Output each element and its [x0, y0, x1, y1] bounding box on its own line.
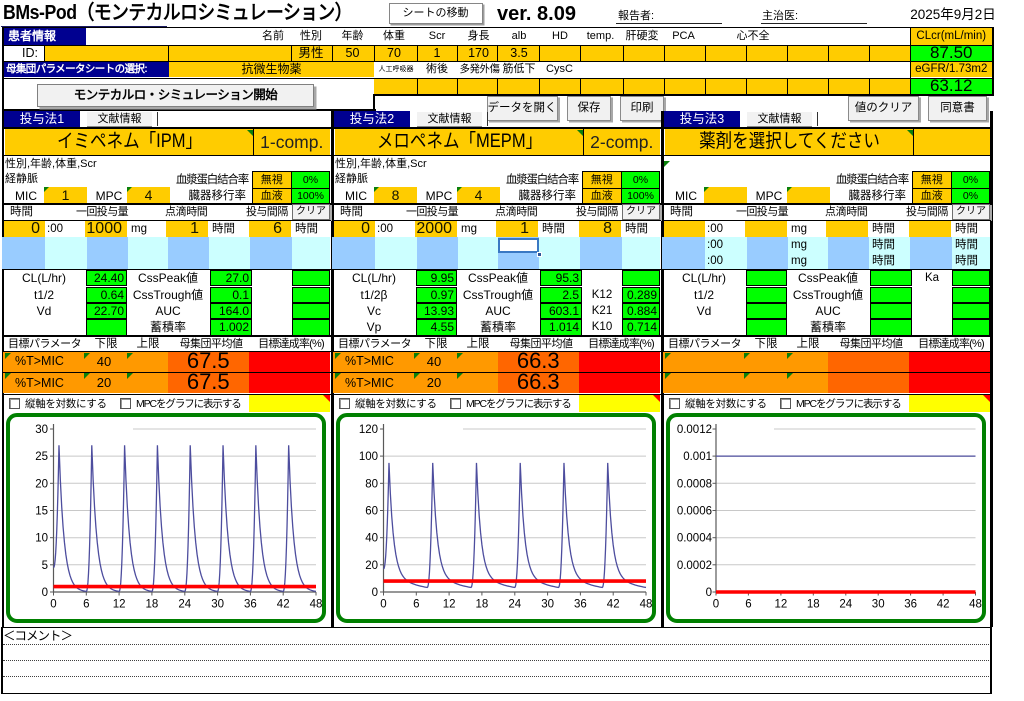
svg-text:10: 10 — [35, 533, 48, 545]
svg-text:6: 6 — [413, 599, 419, 611]
svg-text:0: 0 — [380, 599, 386, 611]
svg-text:40: 40 — [365, 533, 378, 545]
svg-text:0: 0 — [713, 599, 719, 611]
svg-text:0.0006: 0.0006 — [677, 506, 712, 518]
svg-text:100: 100 — [359, 451, 378, 463]
svg-text:0: 0 — [42, 587, 48, 599]
svg-text:36: 36 — [244, 599, 257, 611]
svg-text:42: 42 — [607, 599, 620, 611]
svg-text:0: 0 — [372, 587, 378, 599]
svg-text:15: 15 — [35, 506, 48, 518]
svg-text:48: 48 — [969, 599, 982, 611]
svg-text:18: 18 — [146, 599, 159, 611]
svg-text:18: 18 — [807, 599, 820, 611]
svg-text:0.0002: 0.0002 — [677, 560, 712, 572]
svg-text:36: 36 — [904, 599, 917, 611]
svg-text:20: 20 — [365, 560, 378, 572]
svg-text:0: 0 — [706, 587, 712, 599]
svg-text:6: 6 — [83, 599, 89, 611]
svg-text:12: 12 — [775, 599, 788, 611]
svg-text:48: 48 — [310, 599, 323, 611]
svg-text:12: 12 — [443, 599, 456, 611]
svg-text:30: 30 — [541, 599, 554, 611]
svg-text:42: 42 — [937, 599, 950, 611]
svg-text:0: 0 — [50, 599, 56, 611]
svg-text:25: 25 — [35, 451, 48, 463]
svg-text:120: 120 — [359, 424, 378, 436]
svg-text:24: 24 — [839, 599, 852, 611]
svg-text:18: 18 — [476, 599, 489, 611]
svg-text:42: 42 — [277, 599, 290, 611]
svg-text:0.0004: 0.0004 — [677, 533, 713, 545]
svg-text:12: 12 — [113, 599, 126, 611]
svg-text:6: 6 — [745, 599, 751, 611]
svg-text:0.001: 0.001 — [683, 451, 712, 463]
svg-text:0.0012: 0.0012 — [677, 424, 712, 436]
svg-text:5: 5 — [42, 560, 48, 572]
svg-text:48: 48 — [640, 599, 653, 611]
svg-text:0.0008: 0.0008 — [677, 478, 712, 490]
svg-text:60: 60 — [365, 506, 378, 518]
svg-text:36: 36 — [574, 599, 587, 611]
svg-text:80: 80 — [365, 478, 378, 490]
svg-text:20: 20 — [35, 478, 48, 490]
svg-text:24: 24 — [178, 599, 191, 611]
svg-text:30: 30 — [211, 599, 224, 611]
svg-text:30: 30 — [872, 599, 885, 611]
svg-text:30: 30 — [35, 424, 48, 436]
svg-text:24: 24 — [508, 599, 521, 611]
